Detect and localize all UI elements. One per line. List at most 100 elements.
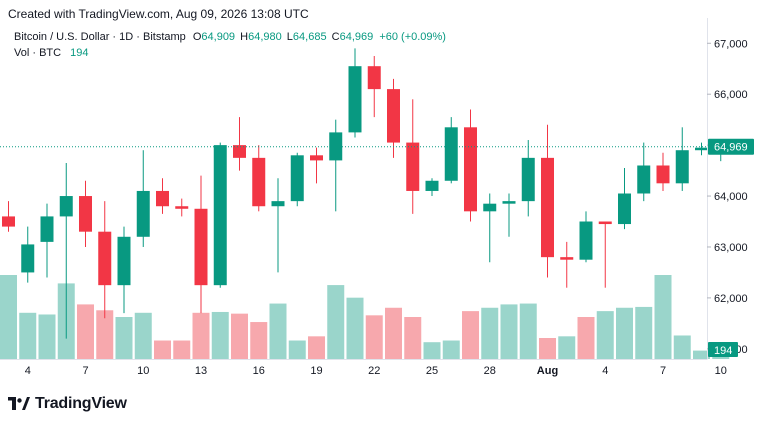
- volume-bar: [616, 307, 633, 359]
- volume-bar: [654, 275, 672, 359]
- candle-body: [194, 208, 208, 286]
- time-tick-label: 16: [253, 365, 265, 377]
- time-tick-label: 25: [426, 365, 438, 377]
- time-tick-label: 22: [368, 365, 380, 377]
- volume-bar: [462, 311, 479, 359]
- time-tick-label: 7: [82, 365, 88, 377]
- candle-body: [695, 147, 708, 151]
- candle-body: [117, 236, 131, 286]
- candle-body: [2, 216, 15, 227]
- close-value: 64,969: [339, 31, 374, 43]
- candle-body: [502, 201, 516, 204]
- time-tick-label: 13: [195, 365, 207, 377]
- volume-bar: [96, 310, 114, 359]
- volume-bar: [346, 297, 364, 359]
- symbol-description[interactable]: Bitcoin / U.S. Dollar · 1D · Bitstamp: [14, 31, 186, 43]
- last-price-label: 64,969: [714, 142, 748, 154]
- candle-body: [98, 231, 112, 286]
- high-label: H: [240, 31, 249, 43]
- time-tick-label: 7: [660, 365, 666, 377]
- volume-bar: [558, 336, 576, 359]
- candle-body: [21, 244, 35, 273]
- time-tick-label: 4: [602, 365, 608, 377]
- candle-body: [136, 190, 150, 237]
- open-label: O: [192, 31, 202, 43]
- volume-value: 194: [70, 47, 89, 59]
- axes: 67,00066,00065,00064,00063,00062,00061,0…: [0, 18, 754, 377]
- high-value: 64,980: [248, 31, 282, 43]
- candle-body: [175, 206, 189, 209]
- volume-bar: [19, 312, 37, 359]
- tradingview-logo-icon: [8, 397, 30, 410]
- change-value: +60 (+0.09%): [379, 31, 446, 43]
- volume-bar: [77, 304, 94, 359]
- volume-bar: [635, 306, 653, 359]
- volume-bar: [673, 335, 691, 359]
- candle-body: [444, 127, 458, 181]
- time-tick-label: 10: [137, 365, 149, 377]
- volume-label: Vol · BTC: [14, 47, 62, 59]
- candles: [2, 48, 728, 339]
- volume-bar: [115, 317, 133, 359]
- volume-bar: [269, 303, 287, 359]
- close-label: C: [331, 31, 340, 43]
- candle-body: [521, 157, 535, 202]
- volume-bar: [500, 304, 518, 359]
- candle-body: [483, 203, 497, 212]
- volume-bar: [481, 307, 499, 359]
- volume-bar: [365, 315, 383, 359]
- candle-body: [156, 190, 169, 207]
- candle-body: [579, 221, 593, 260]
- tradingview-logo[interactable]: TradingView: [8, 395, 127, 413]
- volume-bar: [693, 350, 710, 359]
- last-volume-badge: [708, 342, 738, 357]
- candle-body: [252, 157, 266, 207]
- volume-bar: [539, 338, 556, 359]
- created-with-caption: Created with TradingView.com, Aug 09, 20…: [8, 7, 309, 21]
- volume-bar: [0, 275, 17, 359]
- candle-body: [40, 216, 54, 242]
- volume-bar: [231, 313, 248, 359]
- low-value: 64,685: [292, 31, 327, 43]
- candle-body: [598, 221, 612, 225]
- volume-bar: [519, 303, 537, 359]
- volume-bar: [38, 314, 56, 359]
- volume-bar: [327, 285, 345, 359]
- candle-body: [637, 165, 651, 194]
- candle-body: [618, 193, 631, 225]
- low-label: L: [286, 31, 293, 43]
- time-tick-label: 4: [25, 365, 31, 377]
- price-tick-label: 63,000: [714, 242, 748, 254]
- candle-body: [367, 66, 381, 90]
- candle-body: [675, 150, 689, 184]
- volume-bar: [288, 340, 306, 359]
- candle-body: [59, 196, 73, 217]
- volume-bar: [173, 340, 191, 359]
- candle-body: [560, 257, 574, 260]
- volume-bar: [577, 317, 595, 359]
- candle-body: [425, 180, 439, 191]
- candle-body: [233, 145, 246, 158]
- volume-legend: Vol · BTC 194: [14, 47, 89, 59]
- candle-body: [656, 165, 670, 184]
- candle-body: [348, 66, 362, 133]
- time-tick-label: 10: [715, 365, 727, 377]
- candle-body: [213, 145, 227, 286]
- time-tick-label: 28: [484, 365, 496, 377]
- candle-body: [406, 142, 420, 191]
- price-tick-label: 64,000: [714, 191, 748, 203]
- price-tick-label: 66,000: [714, 89, 748, 101]
- volume-bar: [134, 312, 152, 359]
- volume-bar: [211, 311, 229, 359]
- volume-bar: [385, 307, 402, 359]
- volume-bar: [442, 340, 460, 359]
- candle-body: [464, 127, 477, 212]
- volume-bars: [0, 275, 730, 359]
- ohlc-legend: Bitcoin / U.S. Dollar · 1D · Bitstamp O6…: [14, 31, 446, 43]
- volume-bar: [596, 311, 614, 359]
- open-value: 64,909: [201, 31, 236, 43]
- volume-bar: [423, 342, 441, 359]
- volume-bar: [404, 317, 422, 359]
- time-tick-label: 19: [310, 365, 322, 377]
